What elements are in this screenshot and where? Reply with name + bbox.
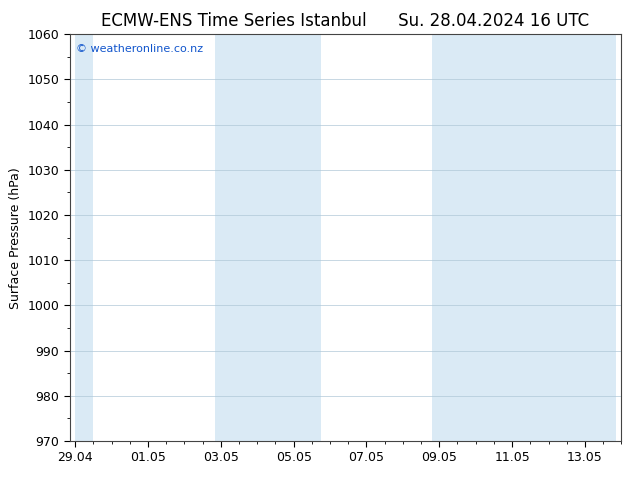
Text: © weatheronline.co.nz: © weatheronline.co.nz bbox=[76, 45, 204, 54]
Bar bbox=[216, 34, 321, 441]
Y-axis label: Surface Pressure (hPa): Surface Pressure (hPa) bbox=[9, 167, 22, 309]
Bar bbox=[432, 34, 616, 441]
Title: ECMW-ENS Time Series Istanbul      Su. 28.04.2024 16 UTC: ECMW-ENS Time Series Istanbul Su. 28.04.… bbox=[101, 12, 590, 30]
Bar bbox=[75, 34, 93, 441]
